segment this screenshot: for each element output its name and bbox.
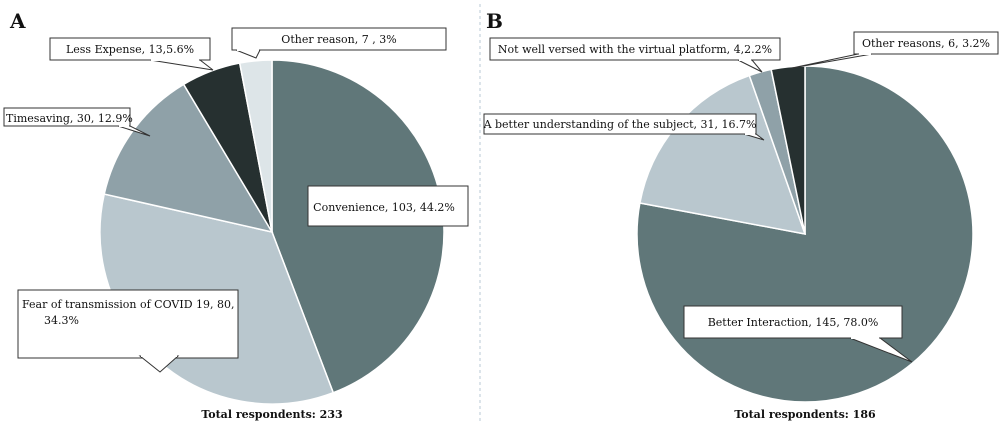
slice-label-a-1: 34.3% xyxy=(44,314,79,327)
callout-box xyxy=(483,113,757,135)
total-respondents-b: Total respondents: 186 xyxy=(734,408,876,421)
callout-pointer xyxy=(791,53,873,69)
callout-box xyxy=(231,27,447,51)
callout-a-4: Other reason, 7 , 3% xyxy=(231,27,447,59)
panel-label-b: B xyxy=(486,9,503,33)
callout-box xyxy=(683,305,903,339)
callout-box xyxy=(49,37,211,61)
callout-box xyxy=(853,31,999,55)
total-respondents-a: Total respondents: 233 xyxy=(201,408,342,421)
slice-label-b-0: Better Interaction, 145, 78.0% xyxy=(708,316,879,329)
callout-box xyxy=(489,37,781,61)
callout-box xyxy=(3,107,131,127)
callout-layer: Convenience, 103, 44.2% Fear of transmiss… xyxy=(3,27,999,373)
callout-a-0: Convenience, 103, 44.2% xyxy=(307,185,469,227)
callout-b-1: A better understanding of the subject, 3… xyxy=(483,113,765,141)
callout-pointer xyxy=(149,59,214,71)
panel-label-a: A xyxy=(9,9,26,33)
pie-a-slice-4 xyxy=(238,59,273,233)
callout-b-2: Not well versed with the virtual platfor… xyxy=(489,37,781,73)
callout-box xyxy=(17,289,239,359)
slice-label-a-0: Convenience, 103, 44.2% xyxy=(313,201,455,214)
slice-label-b-2: Not well versed with the virtual platfor… xyxy=(498,43,772,56)
callout-a-1: Fear of transmission of COVID 19, 80, 34.… xyxy=(17,289,239,373)
callout-a-3: Less Expense, 13,5.6% xyxy=(49,37,214,71)
slice-label-b-3: Other reasons, 6, 3.2% xyxy=(862,37,990,50)
callout-b-0: Better Interaction, 145, 78.0% xyxy=(683,305,913,363)
callout-a-2: Timesaving, 30, 12.9% xyxy=(3,107,151,137)
slice-label-a-4: Other reason, 7 , 3% xyxy=(281,33,396,46)
callout-pointer xyxy=(235,49,261,59)
slice-label-a-1: Fear of transmission of COVID 19, 80, xyxy=(22,298,235,311)
callout-b-3: Other reasons, 6, 3.2% xyxy=(791,31,999,69)
slice-label-b-1: A better understanding of the subject, 3… xyxy=(483,118,757,131)
callout-pointer xyxy=(737,59,763,73)
slice-label-a-2: Timesaving, 30, 12.9% xyxy=(6,112,133,125)
callout-box xyxy=(307,185,469,227)
slice-label-a-3: Less Expense, 13,5.6% xyxy=(66,43,194,56)
